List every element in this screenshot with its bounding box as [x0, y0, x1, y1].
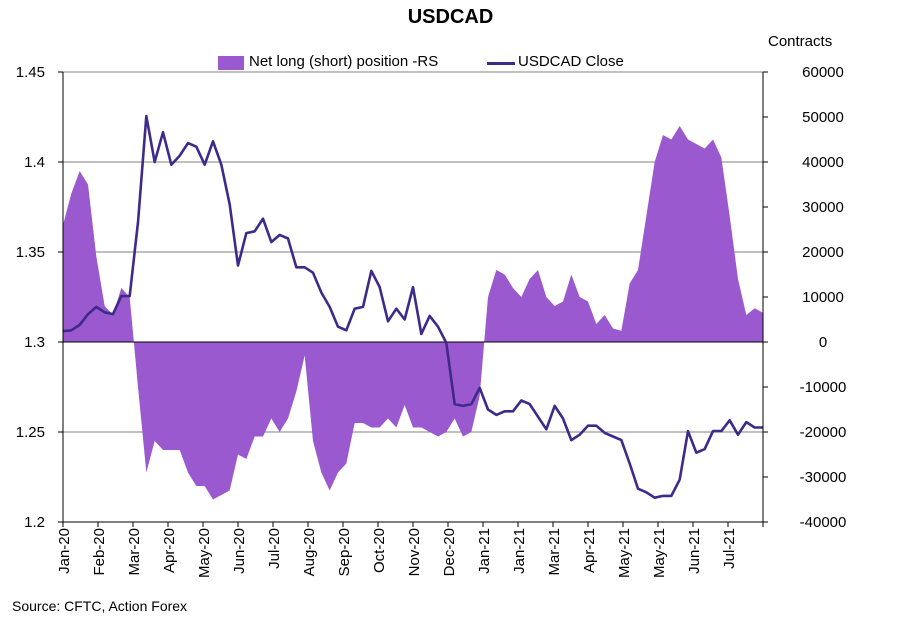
right-tick-label: -20000: [800, 424, 847, 441]
x-tick-label: Nov-20: [406, 528, 423, 576]
x-axis-ticks: Jan-20 Feb-20 Mar-20 Apr-20 May-20 Jun-20 Jul-…: [56, 522, 764, 578]
left-tick-label: 1.35: [16, 244, 45, 261]
x-tick-label: Mar-20: [126, 528, 143, 576]
legend-swatch-area: [218, 56, 244, 70]
x-tick-label: May-20: [196, 528, 213, 578]
x-tick-label: Dec-20: [441, 528, 458, 576]
left-tick-label: 1.3: [24, 334, 45, 351]
legend-label-usdcad-close: USDCAD Close: [518, 53, 624, 70]
x-tick-label: Jul-20: [266, 528, 283, 569]
left-tick-label: 1.25: [16, 424, 45, 441]
usdcad-close-polyline: [62, 114, 763, 500]
right-tick-label: 30000: [802, 199, 844, 216]
right-tick-label: 10000: [802, 289, 844, 306]
right-tick-label: 20000: [802, 244, 844, 261]
right-tick-label: -30000: [800, 469, 847, 486]
left-tick-label: 1.45: [16, 64, 45, 81]
area-path: [63, 126, 763, 500]
source-note: Source: CFTC, Action Forex: [12, 598, 188, 614]
x-tick-label: Jul-21: [721, 528, 738, 569]
legend-label-net-position: Net long (short) position -RS: [249, 53, 439, 70]
x-tick-label: Jan-21: [476, 528, 493, 574]
right-tick-label: 0: [819, 334, 827, 351]
right-axis-ticks: -40000 -30000 -20000 -10000 0 10000 20000 30000…: [763, 64, 846, 531]
x-tick-label: May-21: [651, 528, 668, 578]
right-tick-label: 50000: [802, 109, 844, 126]
x-tick-label: Mar-21: [546, 528, 563, 576]
net-position-area: [63, 126, 763, 500]
x-tick-label: Aug-20: [301, 528, 318, 576]
right-tick-label: 40000: [802, 154, 844, 171]
usdcad-close-line: [62, 114, 763, 500]
right-tick-label: 60000: [802, 64, 844, 81]
x-tick-label: Jan-20: [56, 528, 73, 574]
x-tick-label: Jun-20: [231, 528, 248, 574]
right-axis-title: Contracts: [768, 33, 833, 50]
legend-swatch-line: [487, 62, 515, 65]
right-tick-label: -10000: [800, 379, 847, 396]
x-tick-label: May-21: [616, 528, 633, 578]
x-tick-label: Apr-21: [581, 528, 598, 573]
x-tick-label: Oct-20: [371, 528, 388, 573]
x-tick-label: Jun-21: [686, 528, 703, 574]
x-tick-label: Jan-21: [511, 528, 528, 574]
left-tick-label: 1.2: [24, 514, 45, 531]
left-tick-label: 1.4: [24, 154, 45, 171]
chart-title: USDCAD: [407, 6, 494, 28]
right-tick-label: -40000: [800, 514, 847, 531]
left-axis-ticks: 1.2 1.25 1.3 1.35 1.4 1.45: [16, 64, 63, 531]
x-tick-label: Sep-20: [336, 528, 353, 576]
x-tick-label: Feb-20: [91, 528, 108, 576]
x-tick-label: Apr-20: [161, 528, 178, 573]
